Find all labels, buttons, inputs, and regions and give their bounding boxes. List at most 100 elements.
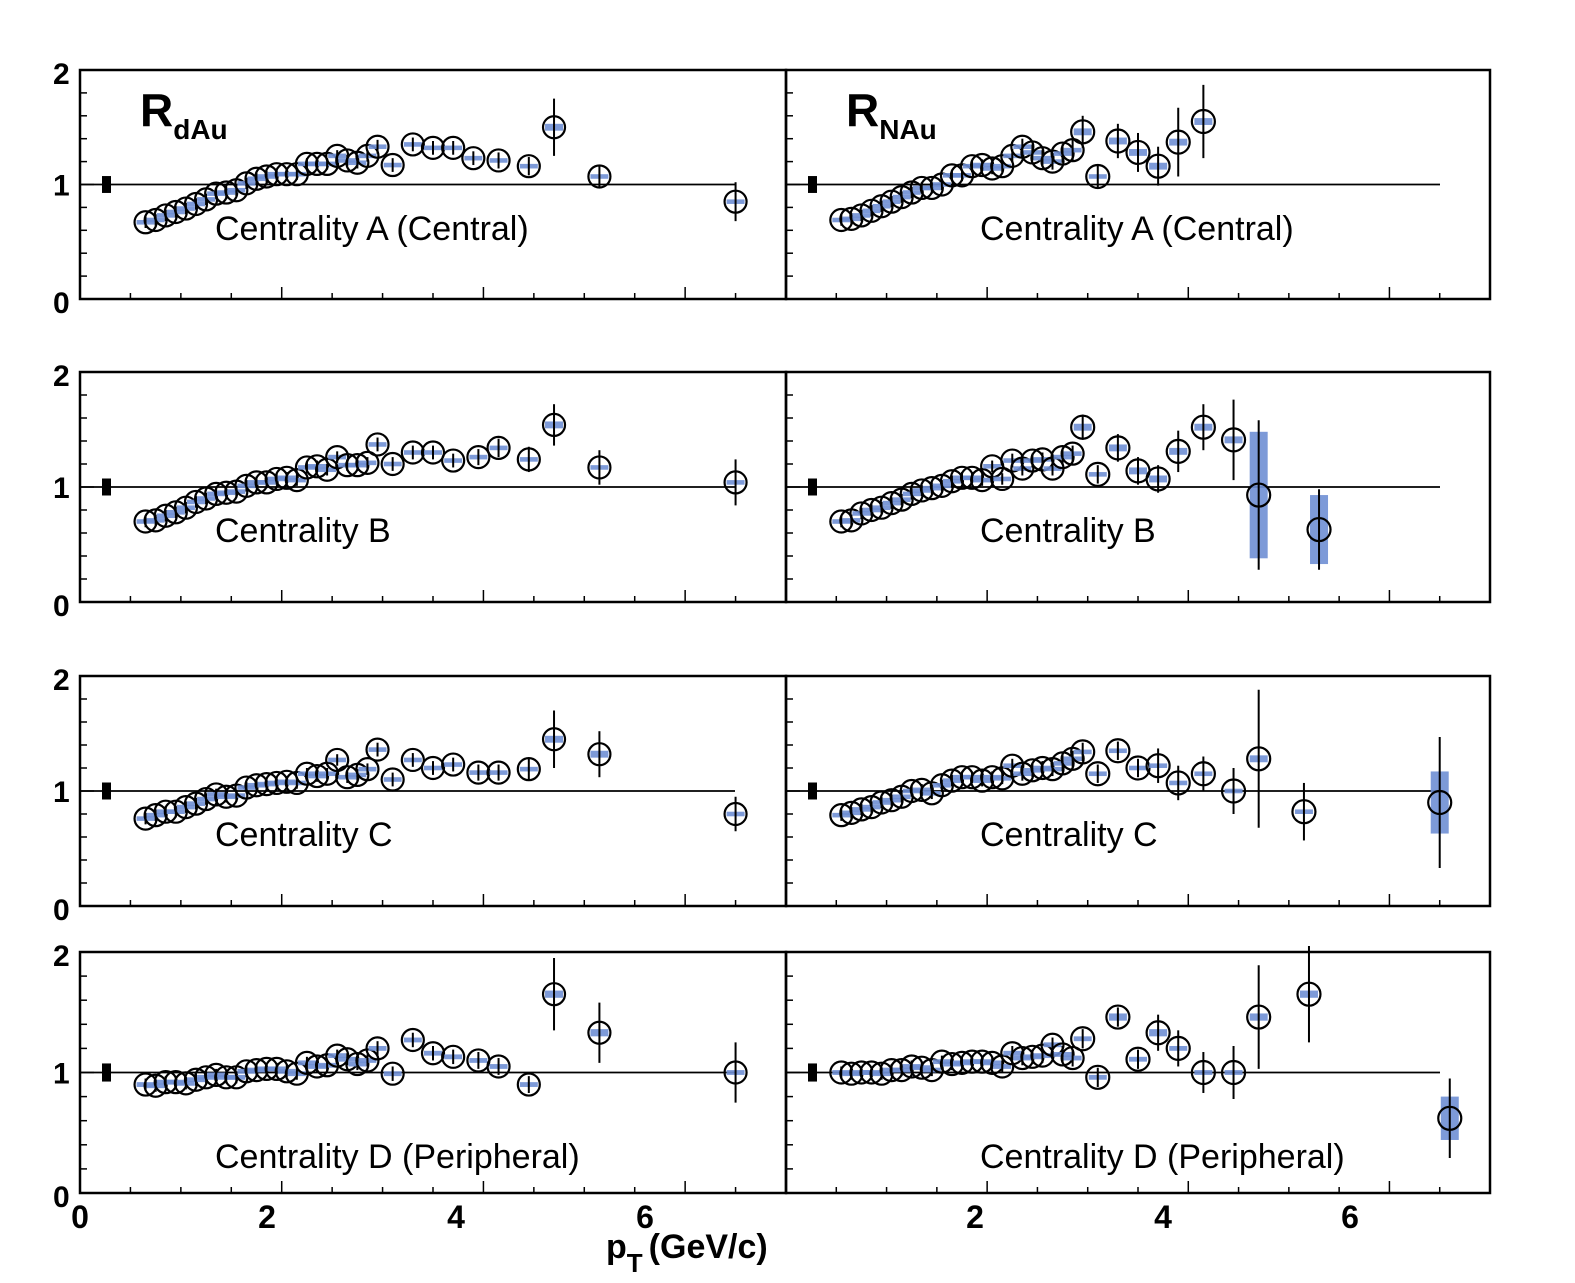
data-point [1296, 981, 1322, 1007]
data-point [441, 1044, 466, 1069]
normalization-box [102, 176, 111, 193]
data-point [1145, 1020, 1171, 1046]
panel-rnau-row-3: Centrality C [784, 674, 1492, 908]
data-points [133, 710, 748, 832]
x-axis-label-subscript: T [627, 1248, 643, 1278]
data-point [466, 445, 491, 470]
data-point [1165, 438, 1191, 464]
x-tick-label: 2 [966, 1199, 984, 1235]
data-point [365, 134, 390, 159]
data-point [1125, 139, 1151, 166]
y-tick-label: 1 [53, 472, 70, 505]
data-point [400, 747, 425, 773]
y-tick-label: 2 [53, 940, 70, 973]
data-point [1060, 1045, 1085, 1071]
y-tick-label: 1 [53, 1058, 70, 1091]
data-point [466, 760, 491, 785]
data-point [441, 135, 466, 160]
x-axis-label-main: p [606, 1228, 627, 1266]
y-tick-label: 0 [53, 287, 70, 320]
normalization-box [808, 1063, 817, 1082]
ratio-title-subscript: dAu [173, 114, 227, 145]
data-point [723, 189, 748, 214]
y-tick-label: 2 [53, 360, 70, 393]
y-tick-label: 2 [53, 58, 70, 91]
centrality-label: Centrality D (Peripheral) [215, 1138, 580, 1176]
data-point [486, 1054, 511, 1079]
normalization-box [102, 478, 111, 496]
data-point [1306, 516, 1332, 543]
data-point [1145, 753, 1171, 779]
panel-rdau-row-1: 0 1 2 RdAu Centrality A (Central) [53, 58, 788, 320]
data-point [1246, 482, 1272, 508]
data-point [516, 447, 541, 472]
data-point [516, 154, 541, 179]
centrality-label: Centrality D (Peripheral) [980, 1138, 1345, 1176]
data-point [380, 1061, 405, 1086]
centrality-label: Centrality A (Central) [980, 210, 1294, 248]
data-point [1190, 414, 1216, 440]
y-tick-label: 0 [53, 894, 70, 927]
data-point [1085, 761, 1111, 787]
data-point [365, 1036, 390, 1061]
data-point [1246, 746, 1272, 772]
y-tick-label: 1 [53, 170, 70, 203]
data-point [1165, 1035, 1191, 1062]
data-point [1105, 435, 1131, 461]
data-point [990, 466, 1015, 492]
data-point [1437, 1105, 1463, 1131]
panel-rdau-row-2: 0 1 2 Centrality B [53, 360, 788, 623]
data-point [587, 455, 612, 480]
data-point [1085, 461, 1111, 487]
ratio-title-main: R [846, 84, 879, 136]
data-point [1070, 1026, 1096, 1052]
centrality-label: Centrality C [215, 816, 393, 854]
centrality-label: Centrality B [980, 512, 1156, 550]
data-point [541, 115, 567, 140]
data-point [1190, 761, 1216, 787]
data-point [486, 148, 511, 173]
data-points [829, 84, 1216, 233]
data-point [541, 412, 567, 437]
data-point [1105, 738, 1131, 764]
x-tick-label: 0 [71, 1199, 89, 1235]
data-points [829, 945, 1463, 1159]
x-tick-label: 4 [447, 1199, 465, 1235]
y-tick-label: 0 [53, 590, 70, 623]
x-tick-label: 4 [1154, 1199, 1172, 1235]
data-points [829, 689, 1453, 869]
data-point [541, 982, 567, 1007]
ratio-title: RdAu [140, 84, 228, 145]
data-point [1220, 778, 1247, 804]
normalization-box [808, 176, 817, 193]
data-point [365, 432, 390, 457]
data-point [400, 440, 425, 465]
normalization-box [102, 782, 111, 800]
data-point [441, 752, 466, 777]
data-point [380, 451, 405, 477]
data-point [420, 135, 446, 160]
data-point [441, 448, 466, 473]
data-point [587, 742, 612, 767]
data-point [355, 450, 380, 475]
data-point [1427, 789, 1453, 816]
data-point [1070, 739, 1096, 765]
data-point [365, 737, 390, 762]
data-point [1070, 119, 1096, 145]
normalization-box [808, 782, 817, 800]
data-point [516, 757, 541, 782]
data-point [420, 1041, 446, 1066]
x-tick-label: 6 [636, 1199, 654, 1235]
centrality-label: Centrality C [980, 816, 1158, 854]
data-point [486, 760, 511, 785]
ratio-title: RNAu [846, 84, 937, 145]
data-point [380, 767, 405, 792]
data-point [486, 435, 511, 460]
data-point [1060, 441, 1085, 466]
panel-rdau-row-3: 0 1 2 Centrality C [53, 664, 788, 927]
data-point [1125, 1046, 1151, 1072]
panel-rdau-row-4: 0 1 2 0 2 4 6 Centrality D (Peripheral) [53, 940, 788, 1235]
centrality-label: Centrality A (Central) [215, 210, 529, 248]
data-point [1085, 1064, 1111, 1090]
data-point [516, 1072, 541, 1097]
